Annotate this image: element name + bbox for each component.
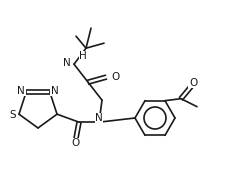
Text: N: N xyxy=(95,113,103,123)
Text: O: O xyxy=(189,78,197,88)
Text: S: S xyxy=(9,110,16,120)
Text: O: O xyxy=(111,72,119,82)
Text: N: N xyxy=(51,86,59,96)
Text: N: N xyxy=(17,86,25,96)
Text: H: H xyxy=(79,51,87,61)
Text: O: O xyxy=(71,138,79,148)
Text: N: N xyxy=(63,58,71,68)
